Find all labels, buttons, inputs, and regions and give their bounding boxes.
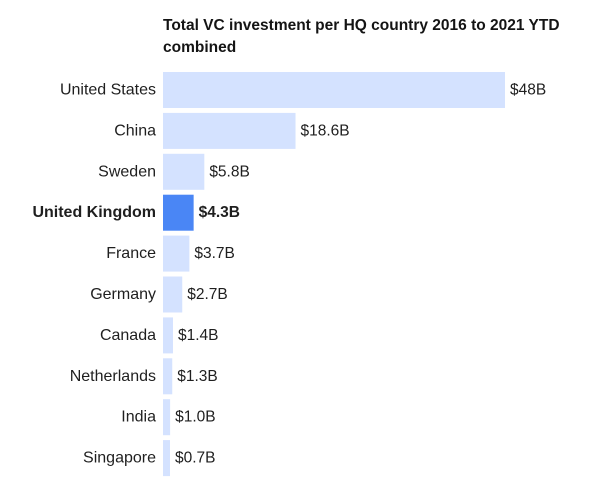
value-label-united-states: $48B: [510, 82, 546, 99]
bar-netherlands: [163, 358, 173, 395]
value-labels-group: $48B $18.6B $5.8B $4.3B $3.7B $2.7B $1.4B $1.3B…: [175, 82, 546, 467]
category-label-united-states: United States: [60, 82, 156, 99]
value-label-sweden: $5.8B: [209, 163, 250, 180]
bars-group: [163, 72, 505, 477]
bar-germany: [163, 276, 183, 313]
bar-france: [163, 235, 190, 272]
bar-united-kingdom: [163, 194, 194, 231]
value-label-netherlands: $1.3B: [177, 368, 218, 385]
value-label-india: $1.0B: [175, 409, 216, 426]
bar-canada: [163, 317, 173, 354]
category-label-germany: Germany: [90, 286, 156, 303]
value-label-canada: $1.4B: [178, 327, 219, 344]
bar-united-states: [163, 72, 505, 108]
category-label-sweden: Sweden: [98, 163, 156, 180]
bar-singapore: [163, 440, 170, 477]
category-label-canada: Canada: [100, 327, 156, 344]
value-label-singapore: $0.7B: [175, 450, 216, 467]
category-label-united-kingdom: United Kingdom: [32, 204, 156, 221]
chart-title: Total VC investment per HQ country 2016 …: [163, 17, 560, 56]
bar-china: [163, 112, 296, 149]
value-label-france: $3.7B: [194, 245, 235, 262]
category-label-china: China: [114, 122, 156, 139]
bar-india: [163, 399, 171, 436]
category-label-singapore: Singapore: [83, 450, 156, 467]
bar-sweden: [163, 153, 205, 190]
category-label-france: France: [106, 245, 156, 262]
value-label-united-kingdom: $4.3B: [199, 204, 240, 221]
value-label-germany: $2.7B: [187, 286, 228, 303]
category-labels-group: United States China Sweden United Kingdom Fr…: [32, 82, 156, 467]
category-label-india: India: [121, 409, 156, 426]
category-label-netherlands: Netherlands: [70, 368, 156, 385]
value-label-china: $18.6B: [301, 122, 350, 139]
